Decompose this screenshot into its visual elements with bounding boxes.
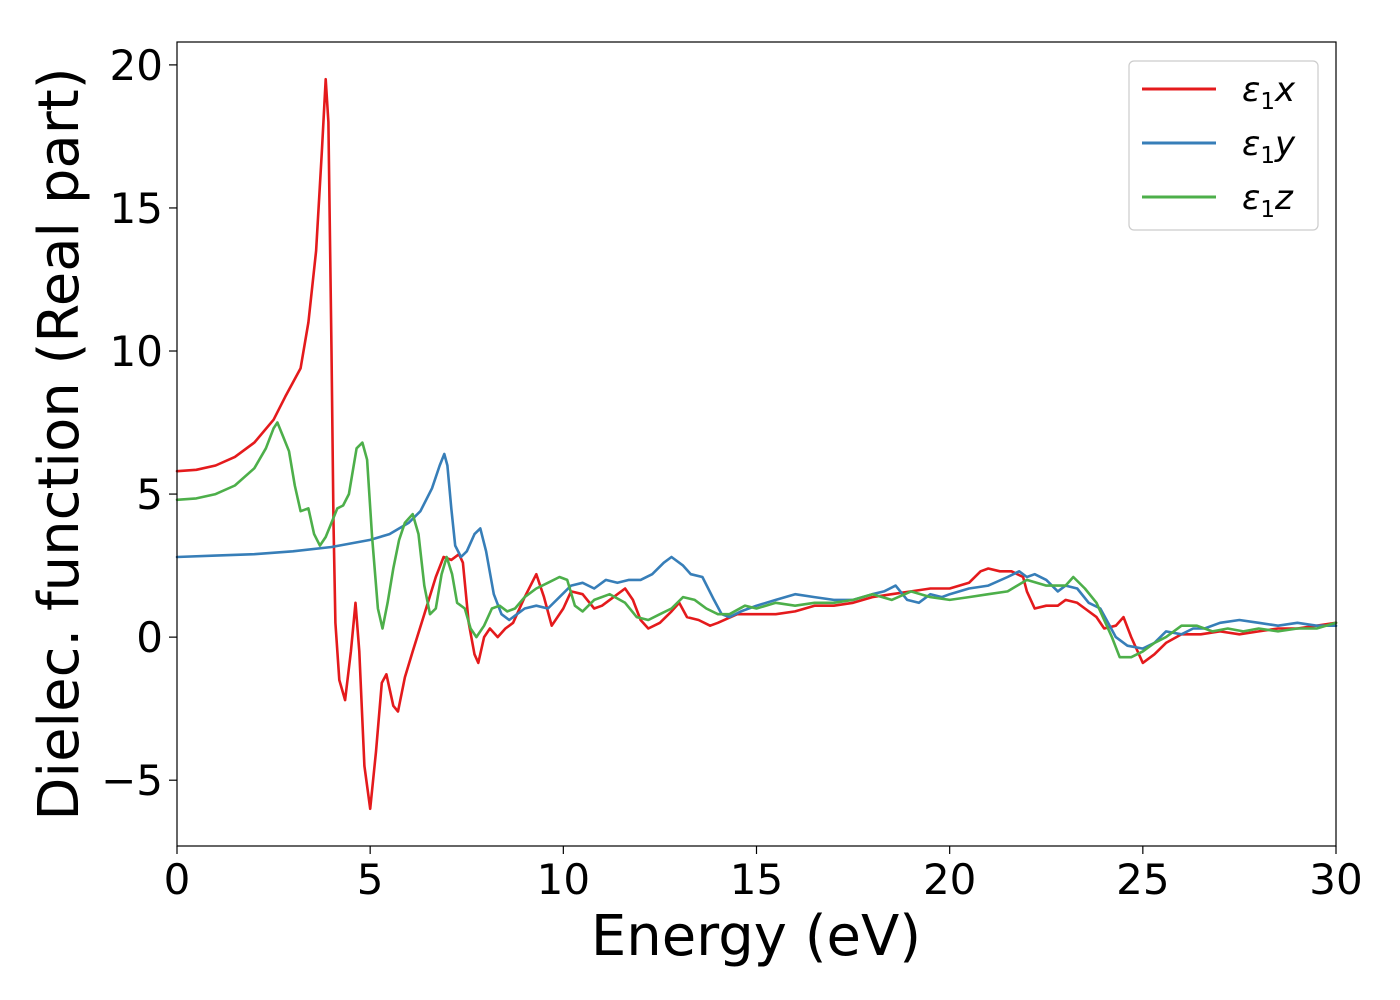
legend-label-z: ε1z [1242, 178, 1294, 223]
series-layer [175, 77, 1338, 811]
x-tick-label: 15 [730, 855, 783, 904]
x-tick-label: 10 [537, 855, 590, 904]
y-tick-label: 0 [136, 613, 163, 662]
y-tick-label: 5 [136, 470, 163, 519]
x-tick-label: 0 [164, 855, 191, 904]
x-tick-label: 20 [923, 855, 976, 904]
x-axis-label: Energy (eV) [591, 904, 921, 969]
series-line-z [175, 421, 1338, 659]
ticks-layer: 0 5 10 15 20 25 30 −5 0 5 10 15 20 [101, 41, 1363, 904]
y-tick-label: 10 [110, 327, 163, 376]
legend: ε1x ε1y ε1z [1128, 60, 1319, 231]
x-tick-label: 25 [1116, 855, 1169, 904]
series-line-y [175, 452, 1338, 650]
y-tick-label: 20 [110, 41, 163, 90]
legend-label-x: ε1x [1242, 70, 1296, 115]
y-axis-label: Dielec. function (Real part) [27, 67, 92, 820]
legend-box [1128, 60, 1319, 231]
x-tick-label: 5 [357, 855, 384, 904]
legend-label-y: ε1y [1242, 124, 1296, 169]
series-line-x [175, 77, 1338, 811]
y-tick-label: 15 [110, 184, 163, 233]
y-tick-label: −5 [101, 756, 163, 805]
x-tick-label: 30 [1309, 855, 1362, 904]
